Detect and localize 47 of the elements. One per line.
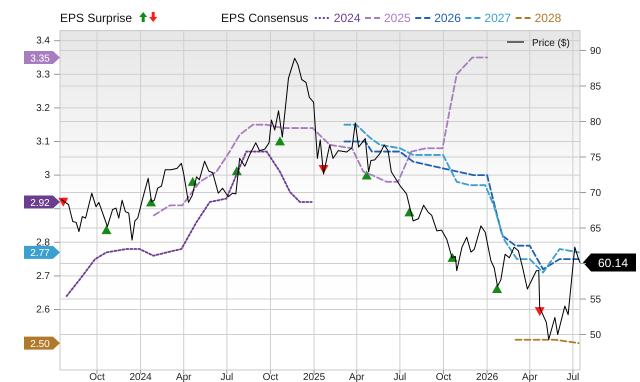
text: Price ($) <box>532 38 570 49</box>
y2-tick-label: 75 <box>590 152 602 164</box>
legend-label: 2025 <box>384 11 412 25</box>
x-tick-label: Oct <box>262 372 278 382</box>
y2-tick-label: 50 <box>590 330 602 341</box>
legend-label: 2026 <box>434 11 462 25</box>
text: EPS Surprise <box>60 11 132 25</box>
x-tick-label: 2024 <box>129 372 152 382</box>
x-tick-label: 2025 <box>302 372 326 382</box>
legend-label: 2027 <box>484 11 512 25</box>
text: 3.35 <box>30 53 50 64</box>
x-tick-label: Apr <box>176 372 192 382</box>
point <box>101 225 112 234</box>
data-label: 60.14 <box>598 256 628 270</box>
line-series <box>66 150 313 297</box>
text: 2.92 <box>30 198 50 209</box>
y-tick-label: 3.1 <box>36 136 50 148</box>
y2-tick-label: 80 <box>590 116 602 128</box>
y2-tick-label: 90 <box>590 46 602 57</box>
x-tick-label: Jul <box>393 372 406 382</box>
line-series <box>152 56 488 216</box>
legend-label: 2028 <box>534 11 562 25</box>
y-tick-label: 2.6 <box>36 304 50 316</box>
y2-tick-label: 55 <box>590 294 602 306</box>
legend-title: EPS Consensus <box>221 11 308 25</box>
text: 2.77 <box>30 248 50 260</box>
x-tick-label: Apr <box>522 372 538 382</box>
y-tick-label: 2.8 <box>36 237 50 248</box>
y-tick-label: 2.7 <box>36 270 50 282</box>
y-tick-label: 3.2 <box>36 102 50 114</box>
y2-tick-label: 85 <box>590 81 602 92</box>
text: 2.50 <box>30 338 50 350</box>
y-tick-label: 3.3 <box>36 69 50 80</box>
y2-tick-label: 70 <box>590 188 602 199</box>
y-tick-label: 3.4 <box>36 36 50 47</box>
point <box>362 170 372 180</box>
y-tick-label: 3 <box>44 170 50 182</box>
x-tick-label: Jul <box>220 372 234 382</box>
legend-label: 2024 <box>334 11 361 25</box>
x-tick-label: Oct <box>89 372 105 382</box>
point <box>274 136 285 146</box>
point <box>492 284 502 294</box>
x-tick-label: Oct <box>436 372 452 382</box>
y2-tick-label: 65 <box>590 223 602 234</box>
x-tick-label: 2026 <box>476 372 499 382</box>
x-tick-label: Jul <box>566 372 580 382</box>
x-tick-label: Apr <box>348 372 366 382</box>
